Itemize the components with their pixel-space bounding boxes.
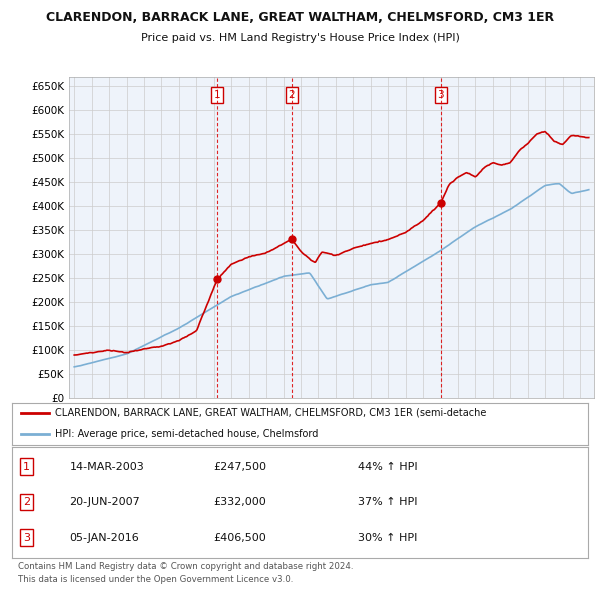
Text: This data is licensed under the Open Government Licence v3.0.: This data is licensed under the Open Gov… [18, 575, 293, 584]
Text: 3: 3 [437, 90, 444, 100]
Text: 1: 1 [214, 90, 221, 100]
Text: £247,500: £247,500 [214, 461, 266, 471]
Text: 2: 2 [289, 90, 295, 100]
Text: Price paid vs. HM Land Registry's House Price Index (HPI): Price paid vs. HM Land Registry's House … [140, 33, 460, 43]
Text: £332,000: £332,000 [214, 497, 266, 507]
Text: 30% ↑ HPI: 30% ↑ HPI [358, 533, 417, 543]
Text: 14-MAR-2003: 14-MAR-2003 [70, 461, 145, 471]
Text: 05-JAN-2016: 05-JAN-2016 [70, 533, 139, 543]
Text: HPI: Average price, semi-detached house, Chelmsford: HPI: Average price, semi-detached house,… [55, 428, 319, 438]
Text: 44% ↑ HPI: 44% ↑ HPI [358, 461, 417, 471]
Text: 1: 1 [23, 461, 30, 471]
Text: 20-JUN-2007: 20-JUN-2007 [70, 497, 140, 507]
Text: Contains HM Land Registry data © Crown copyright and database right 2024.: Contains HM Land Registry data © Crown c… [18, 562, 353, 571]
Text: CLARENDON, BARRACK LANE, GREAT WALTHAM, CHELMSFORD, CM3 1ER (semi-detache: CLARENDON, BARRACK LANE, GREAT WALTHAM, … [55, 408, 487, 418]
Text: 2: 2 [23, 497, 30, 507]
Text: 3: 3 [23, 533, 30, 543]
Text: 37% ↑ HPI: 37% ↑ HPI [358, 497, 417, 507]
Text: £406,500: £406,500 [214, 533, 266, 543]
Text: CLARENDON, BARRACK LANE, GREAT WALTHAM, CHELMSFORD, CM3 1ER: CLARENDON, BARRACK LANE, GREAT WALTHAM, … [46, 11, 554, 24]
